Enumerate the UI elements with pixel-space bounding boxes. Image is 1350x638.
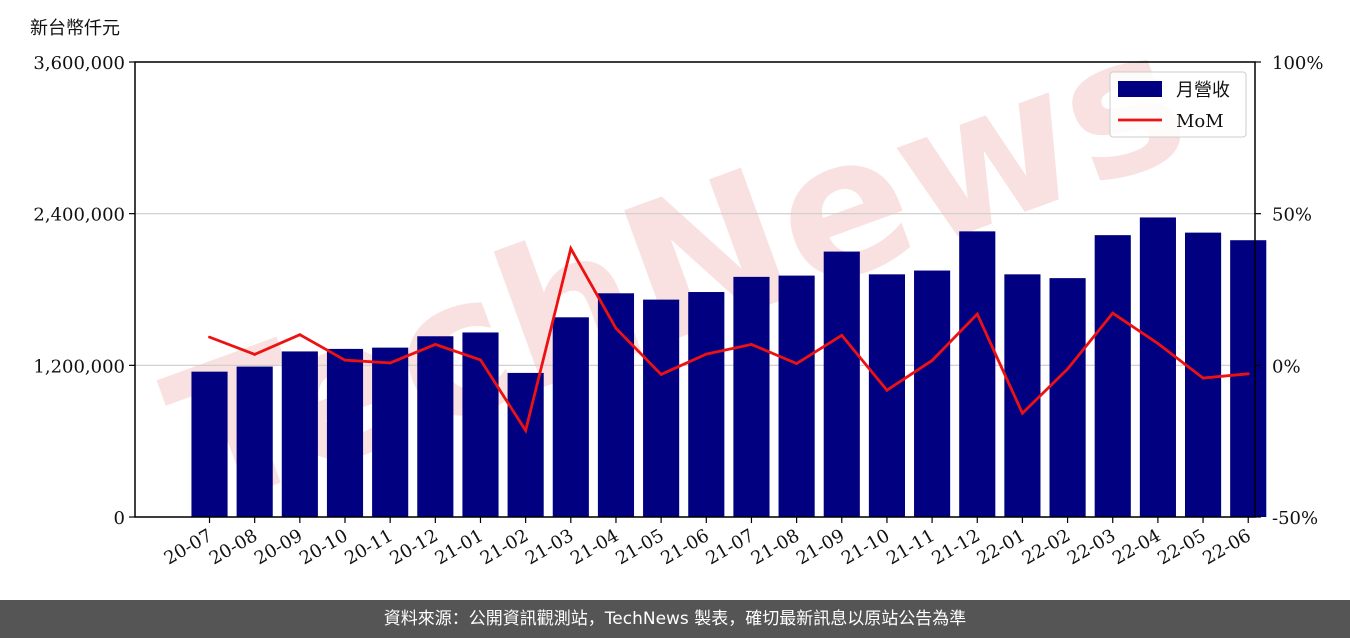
x-tick-label: 21-11 bbox=[883, 525, 938, 569]
mom-point-21-07 bbox=[750, 343, 753, 346]
bar-22-05 bbox=[1185, 232, 1222, 517]
x-tick-label: 20-07 bbox=[161, 525, 216, 569]
mom-point-21-05 bbox=[659, 373, 663, 376]
bar-22-06 bbox=[1230, 240, 1267, 518]
bar-22-01 bbox=[1004, 274, 1041, 517]
mom-point-20-10 bbox=[343, 358, 347, 362]
mom-point-21-04 bbox=[614, 326, 618, 330]
legend-label-mom: MoM bbox=[1176, 111, 1224, 132]
bar-21-02 bbox=[507, 372, 544, 517]
x-tick-label: 21-06 bbox=[657, 525, 712, 569]
y-axis-unit-label: 新台幣仟元 bbox=[30, 18, 120, 39]
y-left-tick-label: 0 bbox=[114, 508, 125, 529]
mom-point-22-03 bbox=[1111, 311, 1115, 315]
y-right-tick-label: 0% bbox=[1272, 356, 1301, 377]
mom-point-20-12 bbox=[433, 343, 437, 346]
x-tick-label: 22-01 bbox=[973, 525, 1028, 569]
mom-point-21-09 bbox=[840, 333, 844, 337]
footer-source-text: 資料來源：公開資訊觀測站，TechNews 製表，確切最新訊息以原站公告為準 bbox=[383, 609, 967, 629]
x-tick-label: 21-08 bbox=[748, 525, 803, 569]
mom-point-20-09 bbox=[298, 333, 302, 337]
y-left-tick-label: 2,400,000 bbox=[33, 205, 125, 226]
plot-frame bbox=[134, 61, 1256, 518]
bar-20-12 bbox=[417, 336, 454, 517]
bar-20-07 bbox=[191, 371, 228, 517]
mom-point-22-01 bbox=[1021, 411, 1024, 415]
bar-22-02 bbox=[1049, 278, 1086, 517]
mom-point-22-04 bbox=[1156, 342, 1160, 345]
bar-22-04 bbox=[1139, 217, 1176, 518]
x-tick-label: 20-11 bbox=[341, 525, 396, 569]
x-tick-label: 21-03 bbox=[522, 525, 577, 569]
x-tick-label: 22-05 bbox=[1154, 525, 1209, 569]
x-tick-label: 20-12 bbox=[386, 525, 441, 569]
x-tick-label: 21-01 bbox=[432, 525, 487, 569]
chart-svg: TechNews01,200,0002,400,0003,600,000-50%… bbox=[33, 0, 1323, 569]
y-left-tick-label: 1,200,000 bbox=[33, 356, 125, 377]
bar-21-09 bbox=[823, 251, 860, 518]
x-tick-label: 21-09 bbox=[793, 525, 848, 569]
legend-swatch-revenue bbox=[1118, 81, 1162, 97]
footer-source-bar: 資料來源：公開資訊觀測站，TechNews 製表，確切最新訊息以原站公告為準 bbox=[0, 600, 1350, 638]
x-tick-label: 22-06 bbox=[1199, 525, 1254, 569]
bar-21-11 bbox=[914, 270, 951, 517]
mom-point-20-07 bbox=[208, 335, 211, 339]
x-tick-label: 20-10 bbox=[296, 525, 351, 569]
x-tick-label: 21-10 bbox=[838, 525, 893, 569]
x-tick-label: 21-12 bbox=[928, 525, 983, 569]
mom-point-20-08 bbox=[253, 353, 257, 356]
mom-line bbox=[209, 244, 1249, 435]
mom-point-20-11 bbox=[388, 361, 392, 365]
mom-point-22-02 bbox=[1066, 367, 1069, 371]
mom-point-21-10 bbox=[885, 388, 889, 392]
mom-point-22-05 bbox=[1201, 376, 1205, 380]
bar-21-12 bbox=[959, 231, 996, 517]
bar-22-03 bbox=[1094, 235, 1131, 517]
mom-point-21-01 bbox=[479, 358, 482, 362]
bar-20-08 bbox=[236, 366, 273, 517]
y-right-tick-label: 50% bbox=[1272, 205, 1312, 226]
mom-point-21-12 bbox=[975, 312, 979, 316]
bar-21-03 bbox=[552, 317, 589, 517]
bar-21-05 bbox=[643, 299, 680, 517]
bar-21-04 bbox=[597, 293, 635, 517]
y-right-tick-label: -50% bbox=[1272, 508, 1318, 529]
bar-21-01 bbox=[462, 332, 499, 517]
mom-point-21-03 bbox=[569, 247, 573, 250]
mom-point-21-06 bbox=[704, 352, 708, 356]
x-tick-label: 21-07 bbox=[703, 525, 758, 569]
y-right-tick-label: 100% bbox=[1272, 53, 1323, 74]
bar-21-08 bbox=[778, 275, 815, 517]
mom-point-21-11 bbox=[930, 359, 934, 362]
x-tick-label: 21-04 bbox=[567, 525, 622, 569]
x-tick-label: 22-04 bbox=[1109, 525, 1164, 569]
y-left-tick-label: 3,600,000 bbox=[33, 53, 125, 74]
bar-20-09 bbox=[281, 351, 318, 517]
x-tick-label: 21-05 bbox=[612, 525, 667, 569]
x-tick-label: 22-02 bbox=[1019, 525, 1074, 569]
mom-point-21-02 bbox=[524, 429, 528, 432]
x-tick-label: 22-03 bbox=[1064, 525, 1119, 569]
bar-21-07 bbox=[733, 276, 770, 517]
bar-21-10 bbox=[868, 274, 905, 517]
legend-label-revenue: 月營收 bbox=[1176, 80, 1230, 101]
x-tick-label: 21-02 bbox=[477, 525, 532, 569]
mom-point-21-08 bbox=[795, 362, 799, 365]
bar-20-11 bbox=[372, 347, 409, 517]
bar-20-10 bbox=[326, 348, 364, 517]
mom-point-22-06 bbox=[1246, 372, 1250, 376]
bar-21-06 bbox=[688, 292, 725, 517]
chart-root: 新台幣仟元 TechNews 0 1,200,000 2,400,000 3,600,0… bbox=[30, 0, 1323, 569]
